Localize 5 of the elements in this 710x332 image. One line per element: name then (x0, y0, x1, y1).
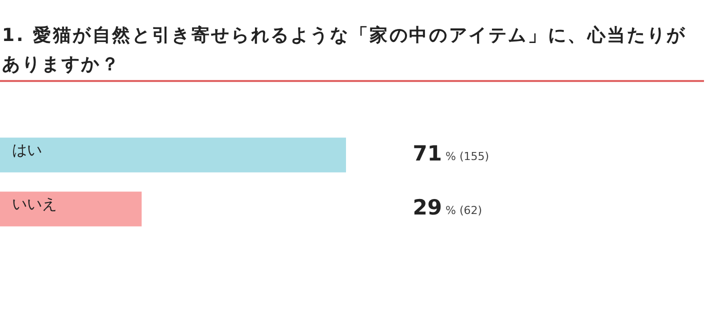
y-tick-label: いいえ (12, 194, 57, 213)
data-label: 71 % (155) (412, 141, 490, 166)
y-tick-label: はい (12, 140, 42, 159)
data-label: 29 % (62) (412, 195, 482, 220)
chart-title: 1. 愛猫が自然と引き寄せられるような「家の中のアイテム」に、心当たりがありますか？ (2, 24, 688, 77)
